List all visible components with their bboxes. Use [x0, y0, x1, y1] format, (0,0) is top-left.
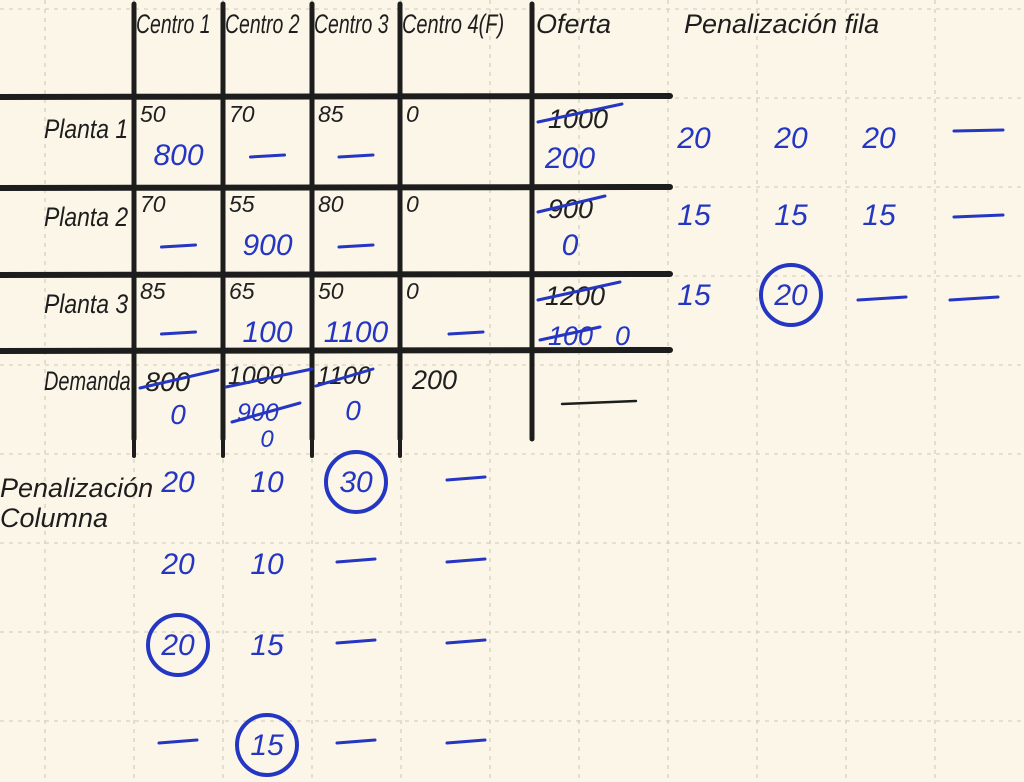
svg-text:Columna: Columna [0, 503, 108, 533]
svg-text:85: 85 [140, 278, 166, 304]
svg-text:Penalización fila: Penalización fila [684, 9, 879, 39]
svg-text:0: 0 [615, 321, 630, 351]
svg-text:10: 10 [250, 548, 284, 581]
svg-text:200: 200 [544, 142, 595, 175]
svg-text:15: 15 [677, 279, 711, 312]
svg-text:1100: 1100 [317, 362, 371, 390]
svg-text:15: 15 [250, 729, 284, 762]
svg-text:Planta 3: Planta 3 [44, 289, 128, 319]
svg-text:0: 0 [406, 191, 419, 217]
svg-text:Penalización: Penalización [0, 473, 153, 503]
svg-text:10: 10 [250, 466, 284, 499]
svg-text:900: 900 [242, 229, 292, 262]
svg-text:50: 50 [140, 101, 166, 127]
svg-text:Demanda: Demanda [44, 366, 131, 397]
svg-text:70: 70 [229, 101, 255, 127]
svg-text:20: 20 [773, 279, 808, 312]
svg-text:0: 0 [562, 229, 579, 262]
svg-text:1100: 1100 [324, 316, 389, 349]
svg-text:50: 50 [318, 278, 344, 304]
svg-text:15: 15 [862, 199, 896, 232]
svg-text:0: 0 [260, 426, 274, 453]
svg-text:Centro 1: Centro 1 [136, 9, 211, 39]
svg-text:20: 20 [160, 466, 195, 499]
svg-text:30: 30 [339, 466, 373, 499]
svg-text:0: 0 [406, 278, 419, 304]
svg-text:80: 80 [318, 191, 344, 217]
svg-text:0: 0 [406, 101, 419, 127]
svg-text:15: 15 [677, 199, 711, 232]
svg-text:Centro 2: Centro 2 [225, 9, 300, 39]
svg-text:100: 100 [242, 316, 292, 349]
svg-text:85: 85 [318, 101, 344, 127]
svg-text:15: 15 [774, 199, 808, 232]
svg-text:20: 20 [861, 122, 896, 155]
svg-text:65: 65 [229, 278, 255, 304]
svg-text:15: 15 [250, 629, 284, 662]
svg-text:70: 70 [140, 191, 166, 217]
svg-text:Centro 4(F): Centro 4(F) [402, 9, 504, 40]
svg-text:55: 55 [229, 191, 255, 217]
svg-text:Planta 2: Planta 2 [44, 202, 128, 232]
svg-text:0: 0 [170, 399, 186, 430]
svg-text:Planta 1: Planta 1 [44, 114, 128, 144]
svg-text:20: 20 [773, 122, 808, 155]
svg-text:800: 800 [153, 139, 203, 172]
svg-text:20: 20 [676, 122, 711, 155]
svg-text:20: 20 [160, 548, 195, 581]
svg-text:200: 200 [411, 365, 457, 395]
svg-text:900: 900 [237, 399, 279, 427]
svg-text:0: 0 [345, 395, 361, 426]
svg-text:Oferta: Oferta [536, 9, 611, 39]
svg-text:20: 20 [160, 629, 195, 662]
svg-text:Centro 3: Centro 3 [314, 9, 389, 39]
